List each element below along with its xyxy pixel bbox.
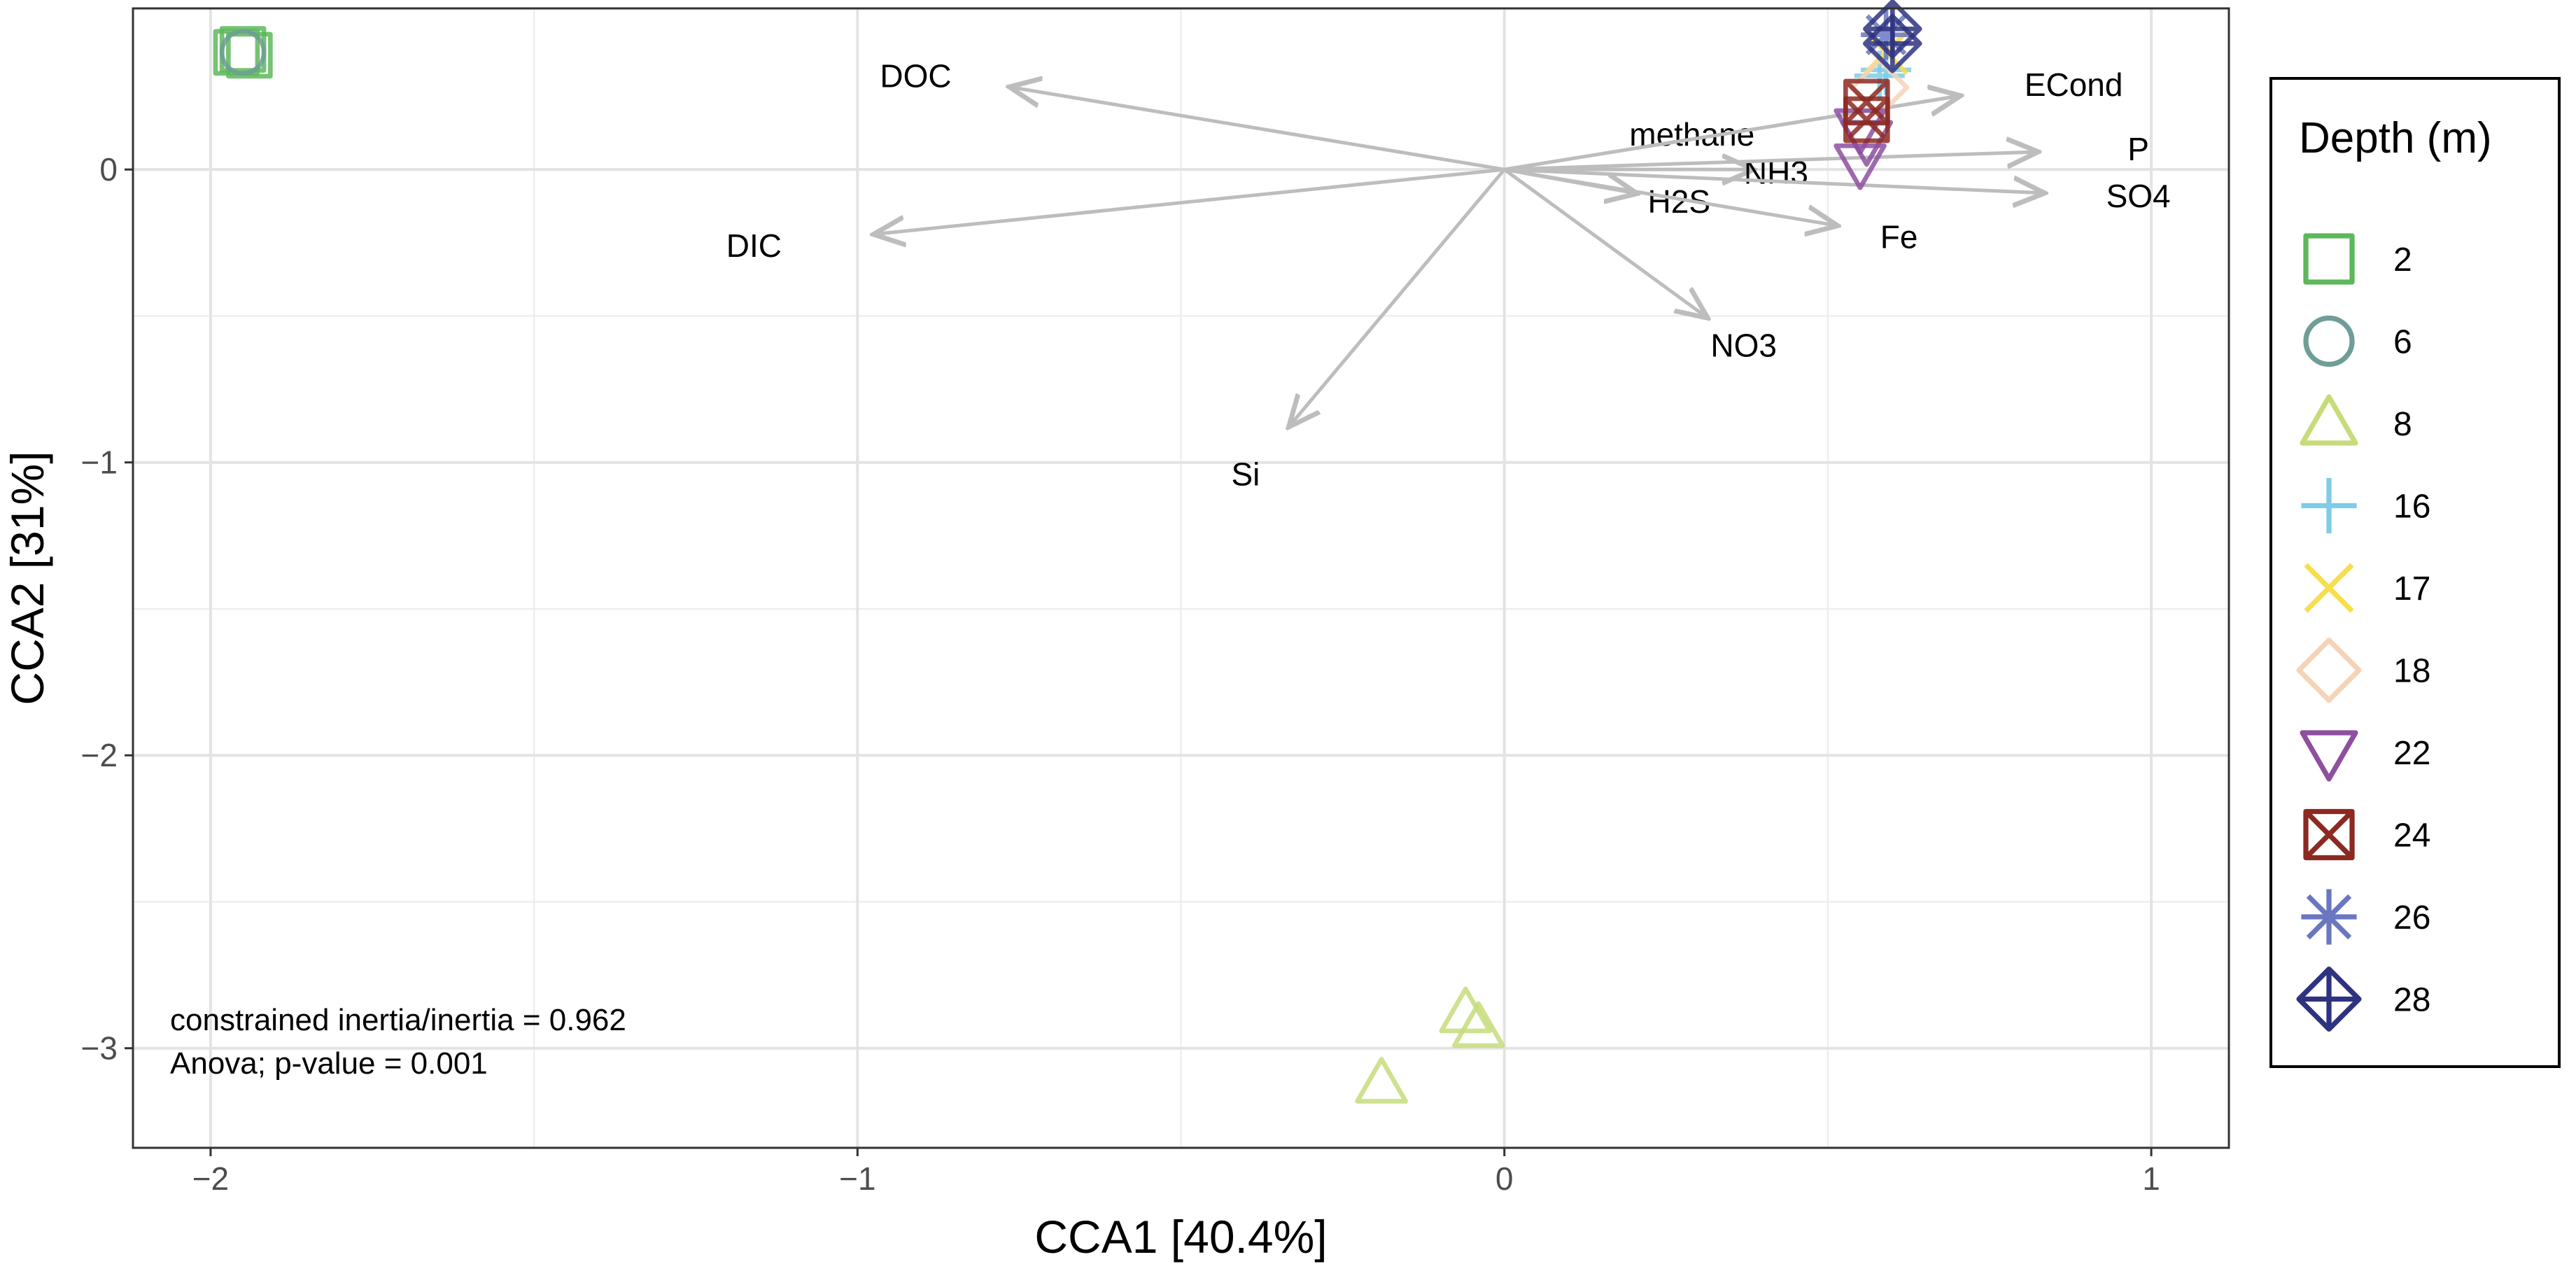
panel-border <box>132 7 2230 1149</box>
legend-key-24 <box>2303 808 2355 861</box>
y-tick-label: 0 <box>99 151 118 188</box>
legend-label-16: 16 <box>2393 489 2430 526</box>
arrow-label-econd: ECond <box>2025 66 2123 103</box>
point-depth-8 <box>1451 1001 1505 1048</box>
inertia-annotation: constrained inertia/inertia = 0.962 <box>170 1003 626 1037</box>
arrow-fe <box>1504 167 1834 225</box>
legend-label-22: 22 <box>2393 735 2430 772</box>
arrow-label-p: P <box>2127 131 2149 167</box>
arrow-label-doc: DOC <box>880 57 951 94</box>
legend-item-17: 17 <box>2304 563 2430 613</box>
legend-label-24: 24 <box>2393 817 2430 855</box>
axis-ticks: −2 −1 0 1 −3 −2 −1 0 <box>81 151 2160 1197</box>
legend-label-17: 17 <box>2393 570 2430 608</box>
legend-key-18 <box>2296 637 2362 703</box>
legend-label-6: 6 <box>2393 324 2412 361</box>
arrow-dic <box>877 167 1505 234</box>
x-tick-label: −2 <box>192 1160 229 1197</box>
legend-item-6: 6 <box>2303 315 2412 367</box>
legend-item-2: 2 <box>2303 233 2412 285</box>
legend-key-16 <box>2301 477 2357 534</box>
legend-key-8 <box>2300 394 2358 446</box>
x-tick-label: 1 <box>2142 1160 2160 1197</box>
y-tick-label: −2 <box>81 737 118 773</box>
legend-key-22 <box>2300 730 2358 782</box>
point-depth-24 <box>1843 96 1890 143</box>
arrow-label-si: Si <box>1231 456 1260 492</box>
legend-item-16: 16 <box>2301 477 2430 534</box>
arrow-so4 <box>1504 167 2041 192</box>
legend-key-17 <box>2304 563 2354 613</box>
legend-label-26: 26 <box>2393 899 2430 936</box>
legend-item-18: 18 <box>2296 637 2430 703</box>
legend-item-8: 8 <box>2300 394 2412 446</box>
legend-box <box>2269 77 2561 1068</box>
arrow-label-no3: NO3 <box>1710 327 1777 363</box>
y-axis-title: CCA2 [31%] <box>1 451 53 705</box>
arrow-label-fe: Fe <box>1880 218 1918 255</box>
legend-item-24: 24 <box>2303 808 2430 861</box>
x-tick-label: −1 <box>839 1160 875 1197</box>
legend-key-6 <box>2303 315 2355 367</box>
legend-label-8: 8 <box>2393 406 2412 443</box>
stats-annotations: constrained inertia/inertia = 0.962 Anov… <box>170 1003 626 1081</box>
arrow-no3 <box>1503 168 1705 316</box>
grid-lines <box>133 8 2229 1148</box>
arrow-label-dic: DIC <box>726 227 782 264</box>
arrow-label-so4: SO4 <box>2106 178 2171 214</box>
x-axis-title: CCA1 [40.4%] <box>1034 1211 1327 1263</box>
arrow-doc <box>1013 87 1505 171</box>
y-tick-label: −3 <box>81 1030 118 1067</box>
point-depth-22 <box>1834 143 1887 190</box>
legend-item-22: 22 <box>2300 730 2430 782</box>
point-depth-8 <box>1439 986 1493 1034</box>
legend-label-2: 2 <box>2393 241 2412 279</box>
legend-title: Depth (m) <box>2299 114 2492 162</box>
legend-label-18: 18 <box>2393 653 2430 690</box>
legend-key-28 <box>2296 966 2362 1032</box>
anova-annotation: Anova; p-value = 0.001 <box>170 1046 488 1081</box>
legend-key-2 <box>2303 233 2355 285</box>
point-depth-6 <box>219 29 267 76</box>
legend-item-26: 26 <box>2301 889 2430 945</box>
x-tick-label: 0 <box>1495 1160 1514 1197</box>
point-depth-28 <box>1863 13 1922 73</box>
point-depth-8 <box>1355 1057 1408 1104</box>
arrow-p <box>1504 152 2035 171</box>
legend-key-26 <box>2301 889 2357 945</box>
legend-label-28: 28 <box>2393 982 2430 1019</box>
legend-item-28: 28 <box>2296 966 2430 1032</box>
y-tick-label: −1 <box>81 444 118 481</box>
sample-points <box>213 0 1922 1104</box>
arrow-si <box>1291 168 1506 424</box>
